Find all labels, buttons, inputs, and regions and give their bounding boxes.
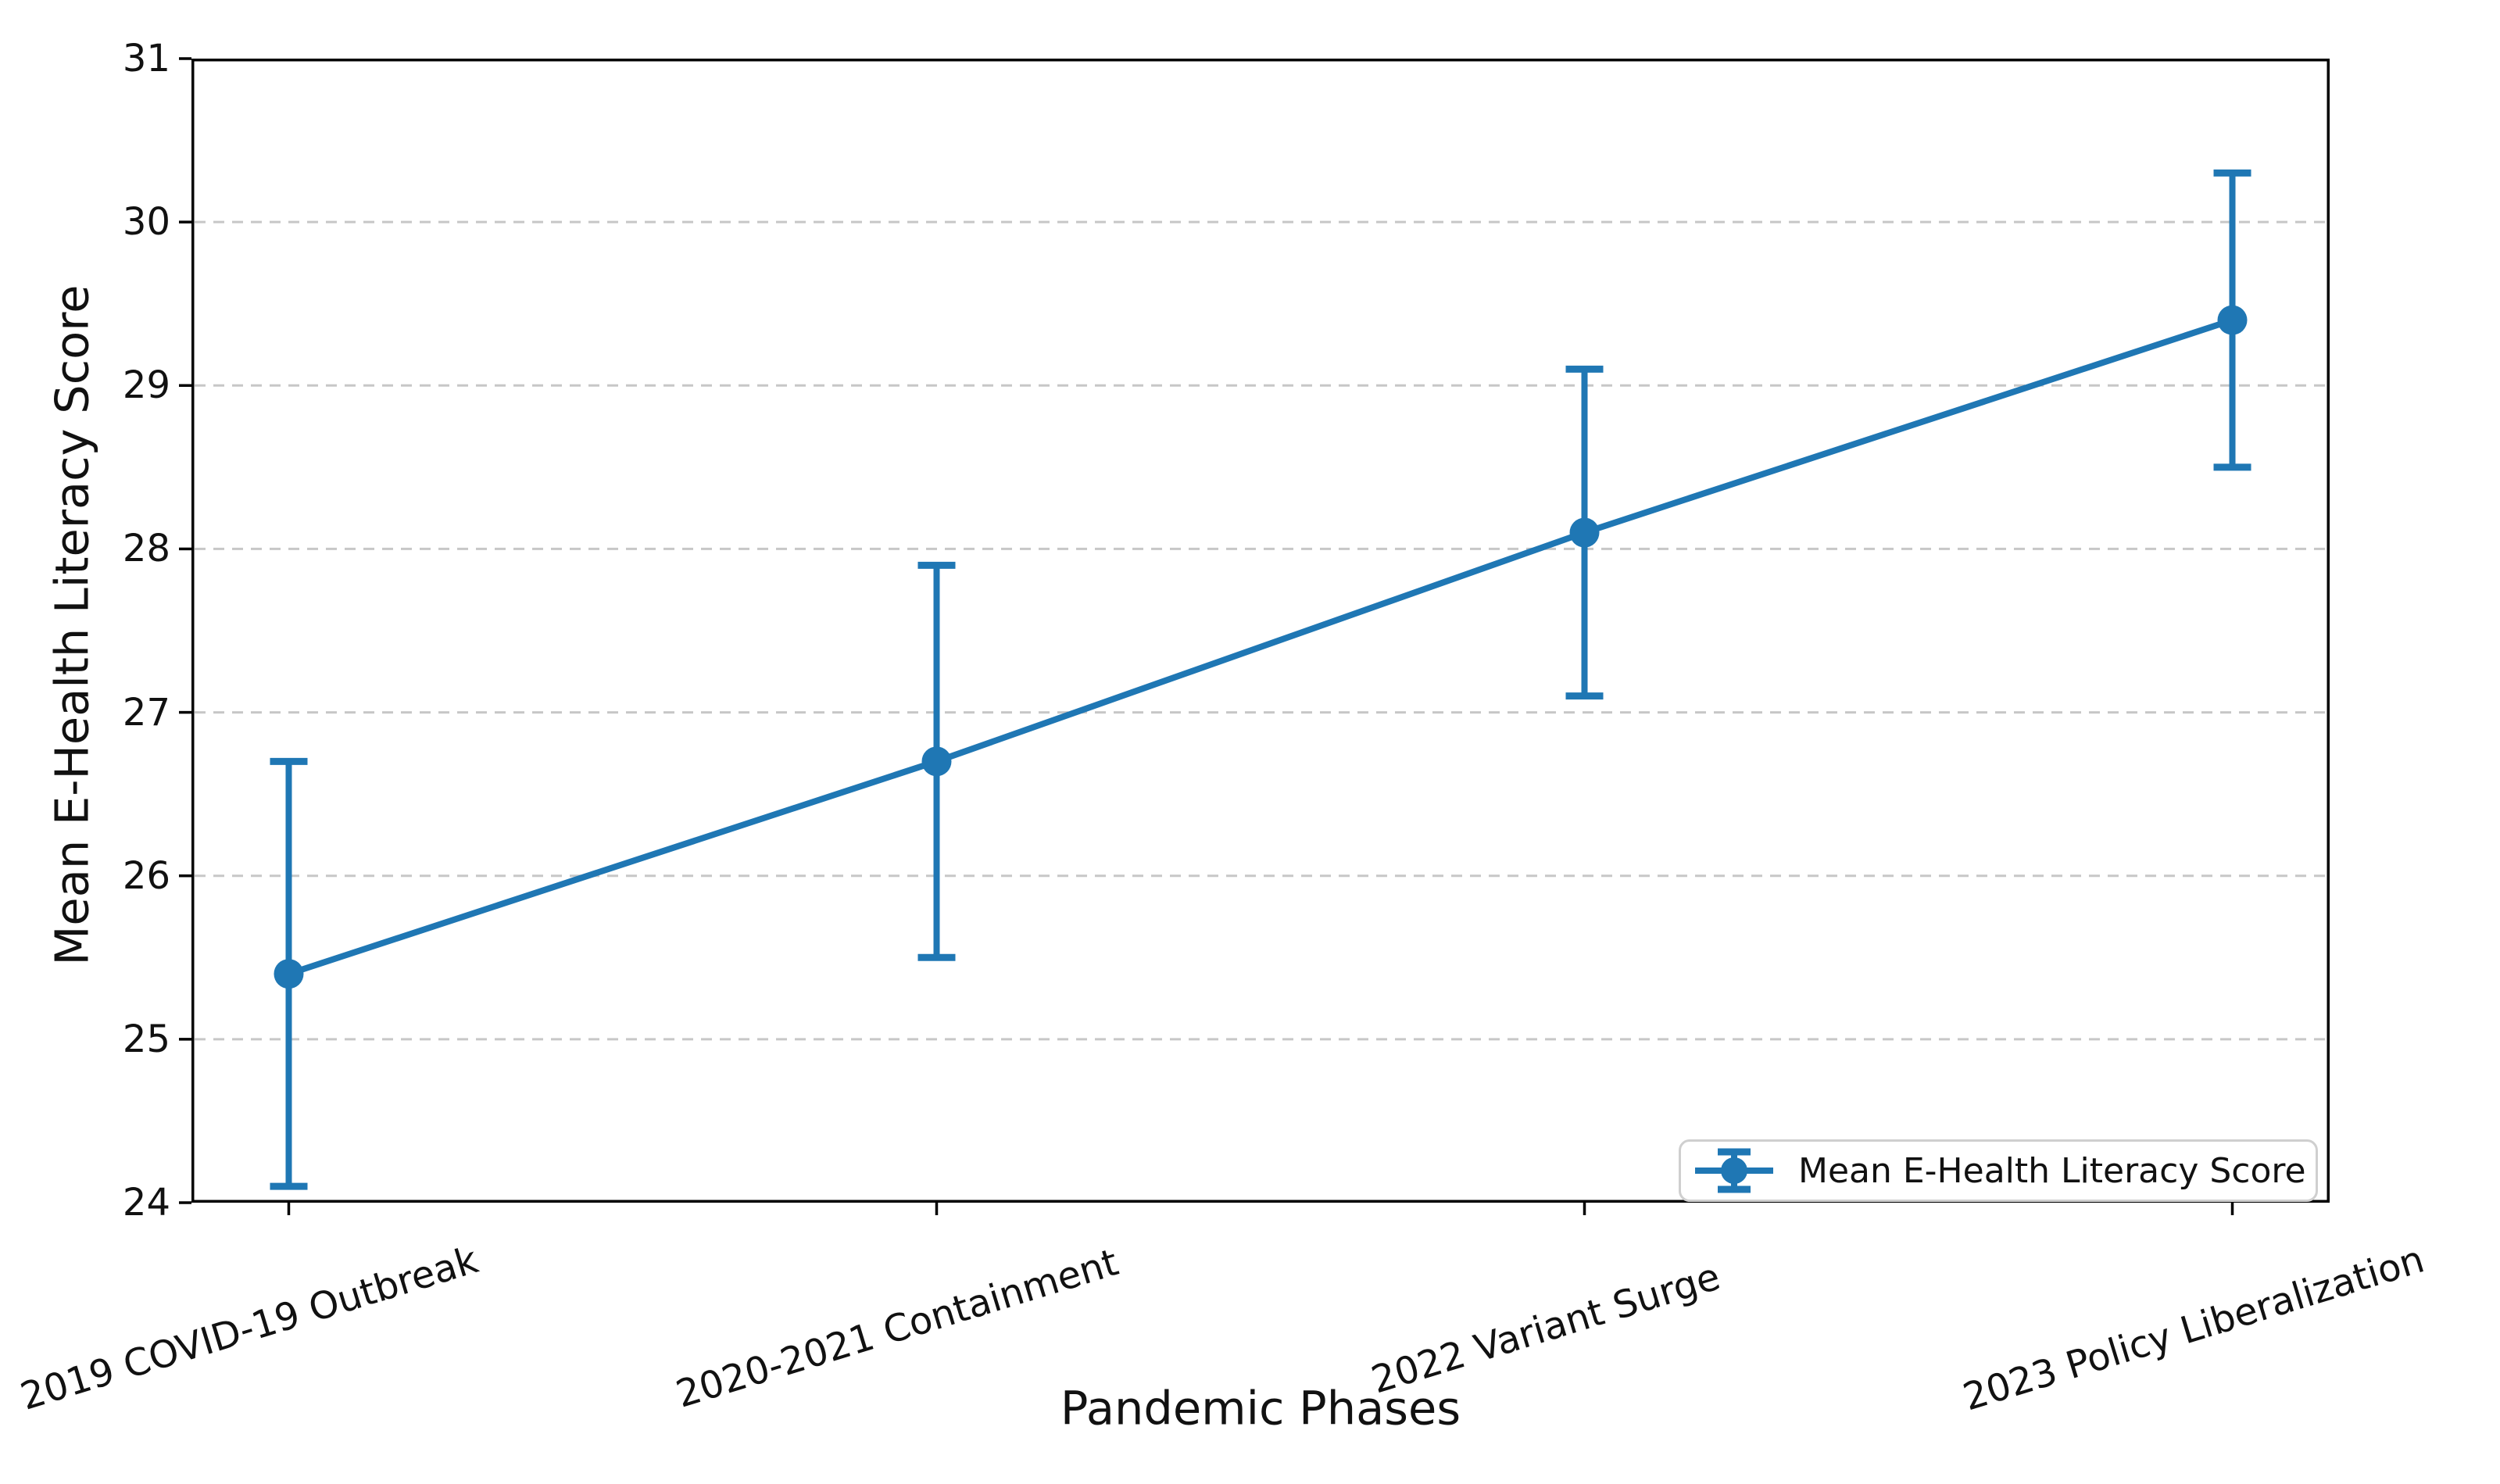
y-tick-label: 28 (122, 527, 170, 571)
errorbar-legend-icon (1695, 1148, 1773, 1193)
legend-label: Mean E-Health Literacy Score (1798, 1150, 2306, 1191)
y-tick-label: 26 (122, 853, 170, 898)
y-tick-label: 30 (122, 200, 170, 245)
data-point-marker (274, 959, 304, 989)
y-tick-label: 25 (122, 1017, 170, 1061)
data-point-marker (2217, 305, 2248, 335)
data-point-marker (921, 746, 952, 777)
legend: Mean E-Health Literacy Score (1679, 1139, 2318, 1202)
y-tick-label: 31 (122, 37, 170, 80)
y-tick-label: 24 (122, 1181, 170, 1225)
x-axis-title: Pandemic Phases (1060, 1381, 1461, 1436)
y-tick-label: 27 (122, 690, 170, 735)
data-point-marker (1569, 517, 1600, 548)
y-tick-label: 29 (122, 363, 170, 408)
series-line (288, 316, 2234, 978)
plot-border (191, 59, 2330, 1203)
